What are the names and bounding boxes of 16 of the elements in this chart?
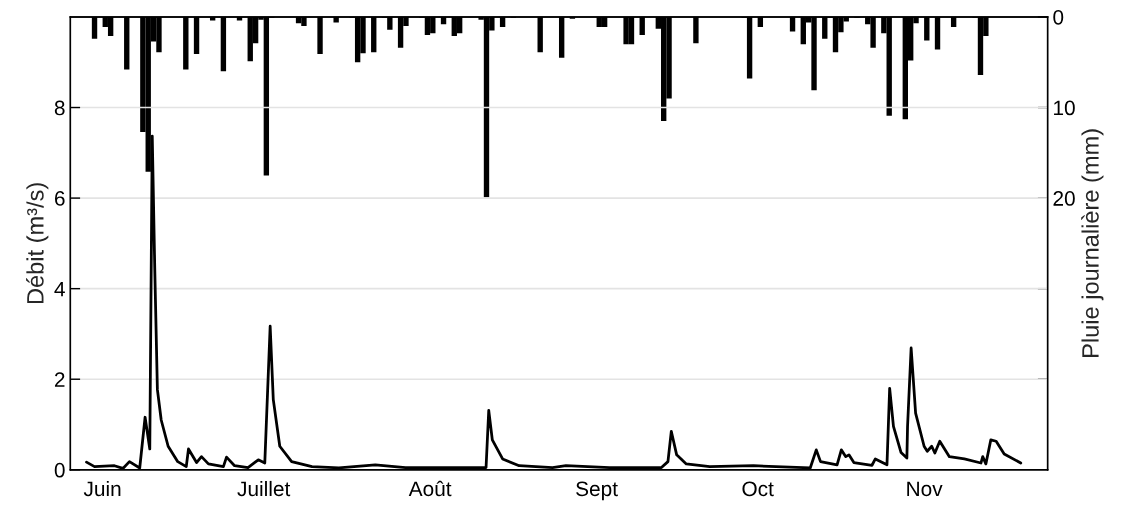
y-tick-label: 6 [54, 191, 65, 206]
y-axis-title: Débit (m³/s) [26, 183, 49, 304]
x-tick-label: Juin [83, 480, 121, 497]
y-tick-label: 2 [54, 372, 65, 387]
y2-tick-label: 20 [1053, 191, 1075, 206]
y2-tick-label: 0 [1053, 9, 1064, 25]
y-tick-label: 4 [54, 281, 65, 297]
x-tick-label: Sept [576, 481, 618, 501]
x-tick-label: Nov [907, 481, 943, 497]
x-tick-label: Oct [742, 481, 774, 497]
y2-tick-label: 10 [1054, 100, 1075, 116]
y2-axis-title: Pluie journalière (mm) [1081, 129, 1104, 357]
y-tick-label: 0 [54, 462, 65, 478]
x-tick-label: Juillet [237, 480, 291, 497]
y-tick-label: 8 [54, 100, 65, 116]
x-tick-label: Août [408, 480, 452, 497]
